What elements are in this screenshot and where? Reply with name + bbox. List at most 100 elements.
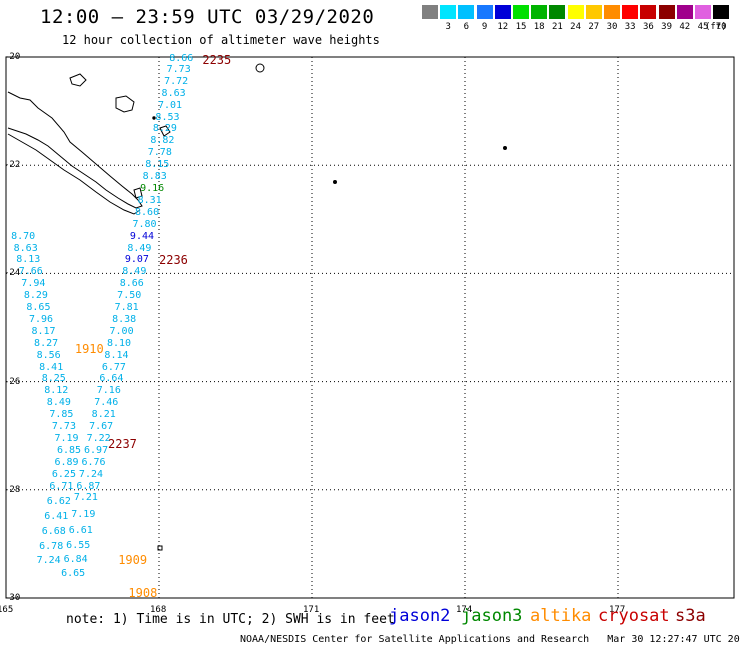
colorbar-swatch — [695, 5, 711, 19]
swh-observation: 6.41 — [44, 510, 69, 522]
island-dot-2 — [333, 180, 337, 184]
swh-observation: 7.19 — [71, 508, 96, 520]
swh-observation: 7.24 — [36, 555, 61, 567]
colorbar-swatch — [549, 5, 566, 19]
swh-observation: 6.77 — [101, 361, 126, 373]
colorbar-swatch — [676, 5, 693, 19]
colorbar-label: 42 — [679, 22, 691, 32]
swh-observation: 7.85 — [49, 409, 74, 421]
swh-observation: 7.16 — [96, 385, 121, 397]
swh-observation: 8.29 — [23, 290, 48, 302]
colorbar-swatch — [585, 5, 602, 19]
lat-tick-label: -30 — [4, 593, 21, 603]
swh-observation: 7.72 — [164, 75, 189, 87]
island-dot-1 — [503, 146, 507, 150]
colorbar-label: 39 — [661, 22, 673, 32]
colorbar-swatch — [476, 5, 493, 19]
colorbar-label: 3 — [445, 22, 451, 32]
swh-observation: 8.17 — [31, 325, 56, 337]
pass-time-label: 2236 — [159, 252, 188, 267]
swh-observation: 6.87 — [76, 480, 101, 492]
credit-timestamp: Mar 30 12:27:47 UTC 2020 — [607, 634, 740, 645]
colorbar-label: 33 — [624, 22, 636, 32]
lat-tick-label: -22 — [4, 160, 21, 171]
swh-observation: 8.49 — [127, 242, 152, 254]
colorbar-label: 9 — [481, 22, 488, 32]
colorbar-swatch — [604, 5, 620, 19]
swh-observation: 6.71 — [49, 480, 74, 492]
swh-observation: 8.63 — [161, 87, 186, 99]
swh-observation: 7.24 — [78, 468, 104, 480]
swh-observation: 8.25 — [41, 373, 66, 385]
legend-altika: altika — [530, 606, 592, 626]
new-caledonia-inner-reef — [7, 133, 141, 215]
new-caledonia-coast — [7, 91, 143, 209]
swh-observation: 8.29 — [152, 123, 177, 135]
colorbar-swatch — [567, 5, 584, 19]
legend-jason3: jason3 — [461, 606, 523, 626]
colorbar-unit: (ft) — [705, 22, 727, 32]
lon-tick-label: 165 — [0, 605, 14, 615]
pass-time-label: 1908 — [128, 585, 158, 600]
swh-observation: 6.68 — [41, 525, 66, 537]
colorbar-swatch — [440, 5, 457, 19]
swh-observation: 7.81 — [114, 302, 139, 314]
pass-time-label: 1909 — [118, 553, 148, 568]
swh-observation: 6.61 — [68, 524, 93, 536]
map-title: 12:00 – 23:59 UTC 03/29/2020 — [40, 6, 375, 28]
swh-observation: 6.89 — [54, 456, 79, 468]
swh-observation: 8.66 — [169, 53, 194, 65]
colorbar-label: 15 — [515, 22, 527, 32]
lat-tick-label: -20 — [4, 52, 21, 62]
swh-observation: 7.46 — [94, 397, 119, 409]
lon-tick-label: 171 — [303, 605, 320, 615]
colorbar-label: 24 — [570, 22, 582, 32]
units-note: note: 1) Time is in UTC; 2) SWH is in fe… — [66, 612, 395, 627]
land-outline — [7, 63, 507, 551]
colorbar-label: 21 — [551, 22, 563, 32]
lon-tick-label: 174 — [456, 605, 473, 615]
island-small-3 — [159, 125, 171, 137]
swh-observation: 9.44 — [129, 230, 155, 242]
credit-text: NOAA/NESDIS Center for Satellite Applica… — [240, 634, 590, 645]
swh-observation: 6.85 — [57, 444, 82, 456]
swh-observation: 7.21 — [73, 492, 98, 504]
swh-observation: 8.49 — [122, 266, 147, 278]
swh-observation: 6.62 — [46, 495, 71, 507]
colorbar-swatch — [658, 5, 675, 19]
swh-observation: 6.78 — [39, 541, 64, 553]
swh-observation: 8.21 — [91, 409, 116, 421]
swh-observation: 6.64 — [99, 373, 124, 385]
swh-observation: 8.60 — [135, 206, 160, 218]
swh-observation: 8.27 — [34, 337, 59, 349]
swh-observation: 7.67 — [89, 421, 114, 433]
swh-observation: 9.07 — [124, 254, 149, 266]
island-small-2 — [255, 63, 265, 73]
swh-observation: 8.49 — [46, 397, 71, 409]
swh-observation: 8.70 — [11, 230, 36, 242]
swh-observation: 8.31 — [137, 194, 162, 206]
swh-observation: 8.15 — [145, 159, 170, 171]
colorbar-swatch — [622, 5, 639, 19]
island-dot-3 — [152, 116, 156, 120]
legend-jason2: jason2 — [389, 606, 451, 626]
swh-observation: 7.73 — [51, 421, 76, 433]
colorbar-label: 6 — [463, 22, 470, 32]
lon-tick-label: 168 — [150, 605, 167, 615]
swh-observation: 7.00 — [109, 325, 134, 337]
island-small-5 — [157, 545, 163, 551]
swh-observation: 6.25 — [51, 468, 76, 480]
map-subtitle: 12 hour collection of altimeter wave hei… — [62, 33, 380, 47]
swh-observation: 8.13 — [16, 254, 41, 266]
swh-observation: 8.12 — [44, 385, 69, 397]
swh-observation: 6.97 — [84, 444, 109, 456]
legend-s3a: s3a — [675, 606, 706, 626]
colorbar-swatch — [422, 5, 438, 19]
swh-observation: 7.50 — [117, 290, 142, 302]
swh-observation: 7.73 — [166, 63, 191, 75]
swh-observation: 7.78 — [147, 147, 172, 159]
swh-observation: 6.84 — [63, 554, 88, 566]
swh-observation: 8.56 — [36, 349, 61, 361]
colorbar-swatch — [640, 5, 657, 19]
